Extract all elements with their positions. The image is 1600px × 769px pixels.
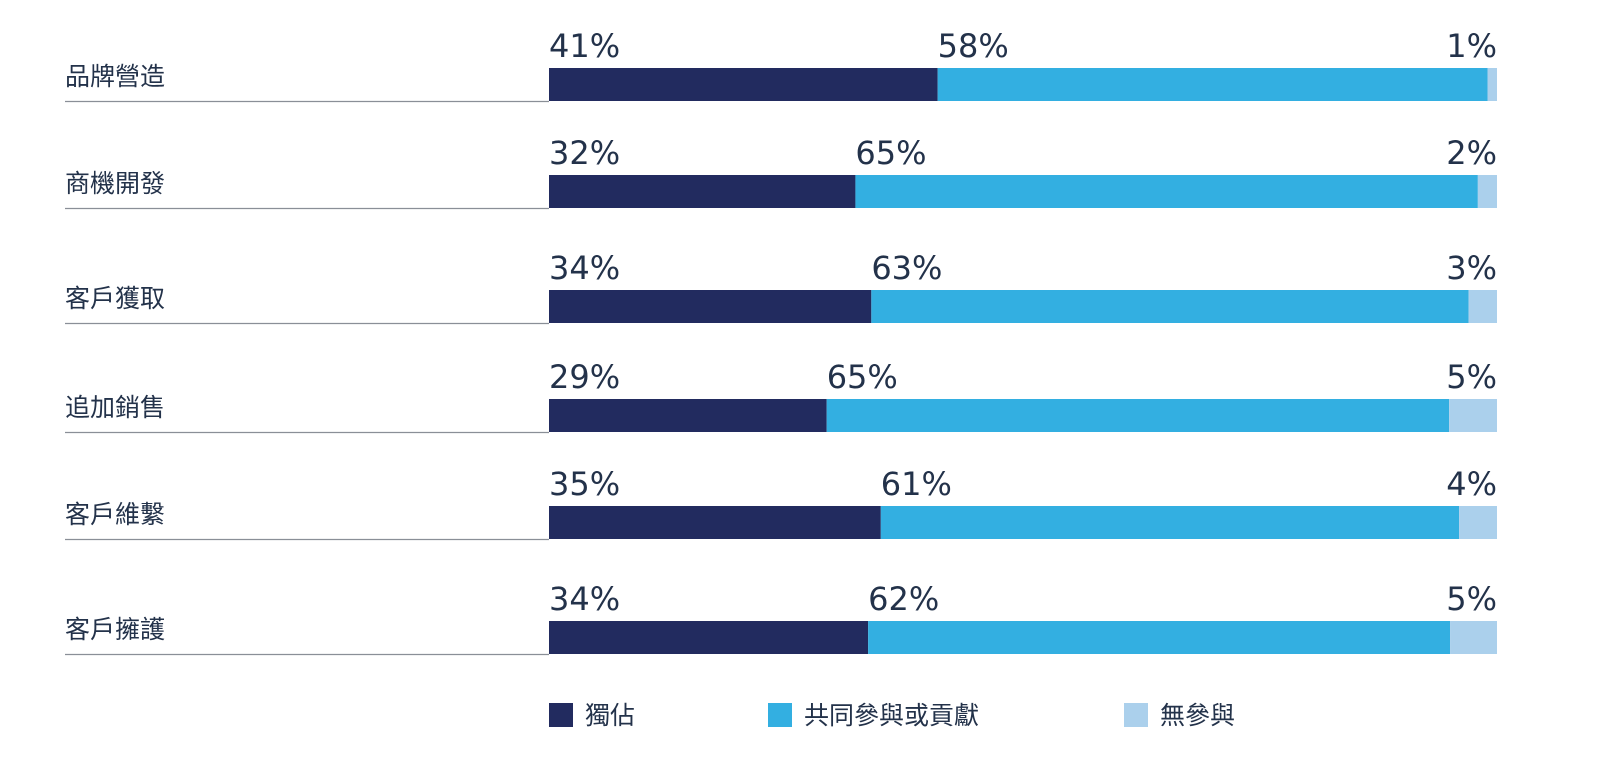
value-label: 2% <box>1446 134 1497 172</box>
bar-row-3: 客戶獲取 34% 63% 3% <box>65 249 1497 325</box>
value-label: 35% <box>549 465 620 503</box>
bar-segment-1 <box>549 399 827 432</box>
bar-segment-3 <box>1449 399 1497 432</box>
legend-swatch <box>549 703 573 727</box>
bar-row-5: 客戶維繫 35% 61% 4% <box>65 465 1497 541</box>
chart-rows: 品牌營造 41% 58% 1% 商機開發 32% 65% 2% 客戶獲取 34% 63% 3% 追加銷售… <box>65 27 1497 656</box>
value-label: 3% <box>1446 249 1497 287</box>
bar-segment-1 <box>549 290 872 323</box>
legend-swatch <box>768 703 792 727</box>
bar-segment-2 <box>880 506 1460 539</box>
value-label: 4% <box>1446 465 1497 503</box>
bar-row-4: 追加銷售 29% 65% 5% <box>65 358 1497 434</box>
value-label: 5% <box>1446 358 1497 396</box>
bar-segment-2 <box>826 399 1450 432</box>
bar-row-6: 客戶擁護 34% 62% 5% <box>65 580 1497 656</box>
value-label: 61% <box>881 465 952 503</box>
legend-item-1: 獨佔 <box>549 701 635 730</box>
bar-segment-3 <box>1450 621 1497 654</box>
category-label: 客戶維繫 <box>65 500 165 529</box>
category-label: 客戶擁護 <box>65 615 165 644</box>
bar-segment-3 <box>1468 290 1497 323</box>
bar-segment-2 <box>937 68 1488 101</box>
value-label: 5% <box>1446 580 1497 618</box>
bar-segment-1 <box>549 68 938 101</box>
value-label: 29% <box>549 358 620 396</box>
value-label: 65% <box>827 358 898 396</box>
legend-item-3: 無參與 <box>1124 701 1235 730</box>
bar-segment-1 <box>549 506 881 539</box>
bar-row-2: 商機開發 32% 65% 2% <box>65 134 1497 210</box>
bar-segment-2 <box>871 290 1469 323</box>
category-label: 客戶獲取 <box>65 284 165 313</box>
bar-segment-2 <box>855 175 1478 208</box>
value-label: 34% <box>549 580 620 618</box>
value-label: 58% <box>938 27 1009 65</box>
category-label: 品牌營造 <box>65 62 165 91</box>
legend-label: 獨佔 <box>585 701 635 730</box>
legend-swatch <box>1124 703 1148 727</box>
legend-item-2: 共同參與或貢獻 <box>768 701 979 730</box>
bar-row-1: 品牌營造 41% 58% 1% <box>65 27 1497 103</box>
value-label: 41% <box>549 27 620 65</box>
value-label: 65% <box>855 134 926 172</box>
bar-segment-3 <box>1459 506 1497 539</box>
value-label: 34% <box>549 249 620 287</box>
value-label: 1% <box>1446 27 1497 65</box>
category-label: 追加銷售 <box>65 393 165 422</box>
bar-segment-1 <box>549 175 856 208</box>
value-label: 32% <box>549 134 620 172</box>
chart-legend: 獨佔 共同參與或貢獻 無參與 <box>549 701 1235 730</box>
category-label: 商機開發 <box>65 169 165 198</box>
value-label: 63% <box>871 249 942 287</box>
bar-segment-3 <box>1487 68 1497 101</box>
legend-label: 共同參與或貢獻 <box>804 701 979 730</box>
bar-segment-1 <box>549 621 869 654</box>
legend-label: 無參與 <box>1160 701 1235 730</box>
bar-segment-3 <box>1477 175 1497 208</box>
value-label: 62% <box>868 580 939 618</box>
bar-segment-2 <box>868 621 1451 654</box>
